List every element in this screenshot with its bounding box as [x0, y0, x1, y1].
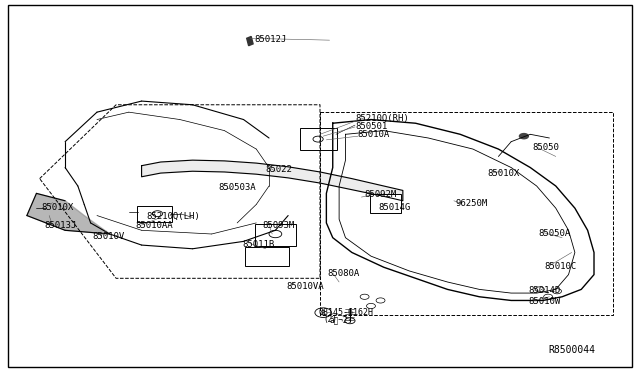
- Text: 850503A: 850503A: [218, 183, 255, 192]
- FancyBboxPatch shape: [370, 195, 401, 212]
- Text: 85050: 85050: [532, 144, 559, 153]
- Text: (2): (2): [323, 315, 337, 324]
- Text: 85050A: 85050A: [539, 229, 571, 238]
- Text: 85210Q(LH): 85210Q(LH): [147, 212, 200, 221]
- Text: 85010VA: 85010VA: [286, 282, 324, 291]
- Text: 85093M: 85093M: [262, 221, 295, 230]
- Polygon shape: [27, 193, 109, 234]
- Text: 85010X: 85010X: [487, 169, 519, 178]
- Text: 85210Q(RH): 85210Q(RH): [355, 114, 409, 123]
- Polygon shape: [246, 36, 253, 46]
- Text: 85010AA: 85010AA: [135, 221, 173, 230]
- Text: 85010X: 85010X: [42, 202, 74, 212]
- Text: 85010A: 85010A: [357, 130, 389, 139]
- Text: 85011B: 85011B: [243, 240, 275, 249]
- Text: R8500044: R8500044: [548, 345, 595, 355]
- FancyBboxPatch shape: [255, 224, 296, 246]
- Text: 85092M: 85092M: [365, 190, 397, 199]
- FancyBboxPatch shape: [300, 128, 337, 150]
- Text: 85010W: 85010W: [529, 297, 561, 306]
- Text: 85014G: 85014G: [379, 203, 411, 212]
- Text: 85010V: 85010V: [93, 232, 125, 241]
- Text: 08145-6162H: 08145-6162H: [319, 308, 374, 317]
- Text: 85080A: 85080A: [328, 269, 360, 278]
- Text: 85022: 85022: [266, 165, 292, 174]
- Text: 85010C: 85010C: [544, 262, 577, 271]
- Text: â¬2₃: â¬2₃: [330, 315, 353, 324]
- Text: 85012J: 85012J: [254, 35, 287, 44]
- Circle shape: [520, 134, 529, 139]
- Polygon shape: [141, 160, 403, 201]
- Text: 850501: 850501: [355, 122, 387, 131]
- FancyBboxPatch shape: [246, 247, 289, 266]
- Text: 85014D: 85014D: [529, 286, 561, 295]
- Text: B: B: [321, 310, 326, 316]
- Text: 96250M: 96250M: [455, 199, 487, 208]
- Text: 85013J: 85013J: [45, 221, 77, 230]
- FancyBboxPatch shape: [137, 206, 172, 222]
